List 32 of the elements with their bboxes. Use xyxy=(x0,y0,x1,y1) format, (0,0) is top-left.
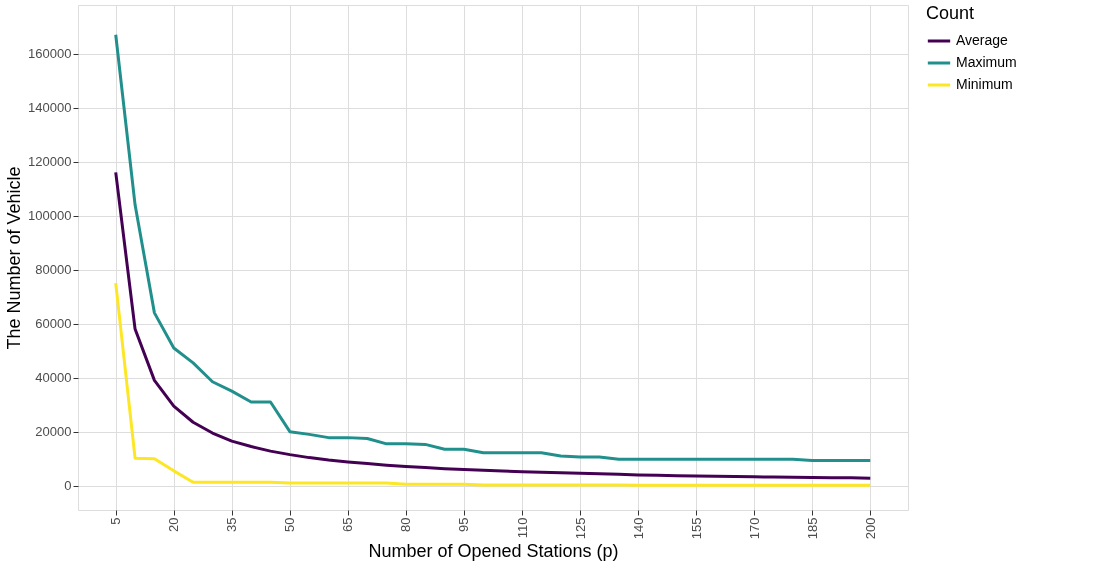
x-tick-label: 200 xyxy=(862,517,878,540)
x-tick-label: 155 xyxy=(688,517,704,540)
y-tick-label: 20000 xyxy=(35,424,72,440)
x-tick-label: 140 xyxy=(630,517,646,540)
x-tick-label: 20 xyxy=(166,517,182,532)
legend-label: Minimum xyxy=(956,76,1013,92)
x-tick-label: 35 xyxy=(224,517,240,532)
x-tick-label: 125 xyxy=(572,517,588,540)
y-tick-label: 40000 xyxy=(35,370,72,386)
x-tick-label: 110 xyxy=(514,517,530,539)
x-tick-label: 185 xyxy=(804,517,820,540)
x-tick-label: 5 xyxy=(108,517,124,525)
line-series xyxy=(114,281,872,487)
x-tick-label: 65 xyxy=(340,517,356,532)
legend-label: Maximum xyxy=(956,54,1017,70)
x-axis-title: Number of Opened Stations (p) xyxy=(368,541,619,562)
legend-label: Average xyxy=(956,32,1009,48)
x-tick-label: 95 xyxy=(456,517,472,532)
y-tick-label: 0 xyxy=(64,478,72,494)
y-tick-label: 140000 xyxy=(28,100,72,116)
y-tick-label: 160000 xyxy=(28,46,72,62)
x-tick-label: 170 xyxy=(746,517,762,540)
line-series xyxy=(114,170,872,480)
y-tick-label: 80000 xyxy=(35,262,72,278)
y-tick-label: 120000 xyxy=(28,154,72,170)
legend-title: Count xyxy=(926,3,975,23)
y-tick-label: 100000 xyxy=(28,208,72,224)
x-tick-label: 80 xyxy=(398,517,414,532)
line-series xyxy=(114,33,872,463)
y-axis-title: The Number of Vehicle xyxy=(4,166,25,350)
y-tick-label: 60000 xyxy=(35,316,72,332)
x-tick-label: 50 xyxy=(282,517,298,532)
